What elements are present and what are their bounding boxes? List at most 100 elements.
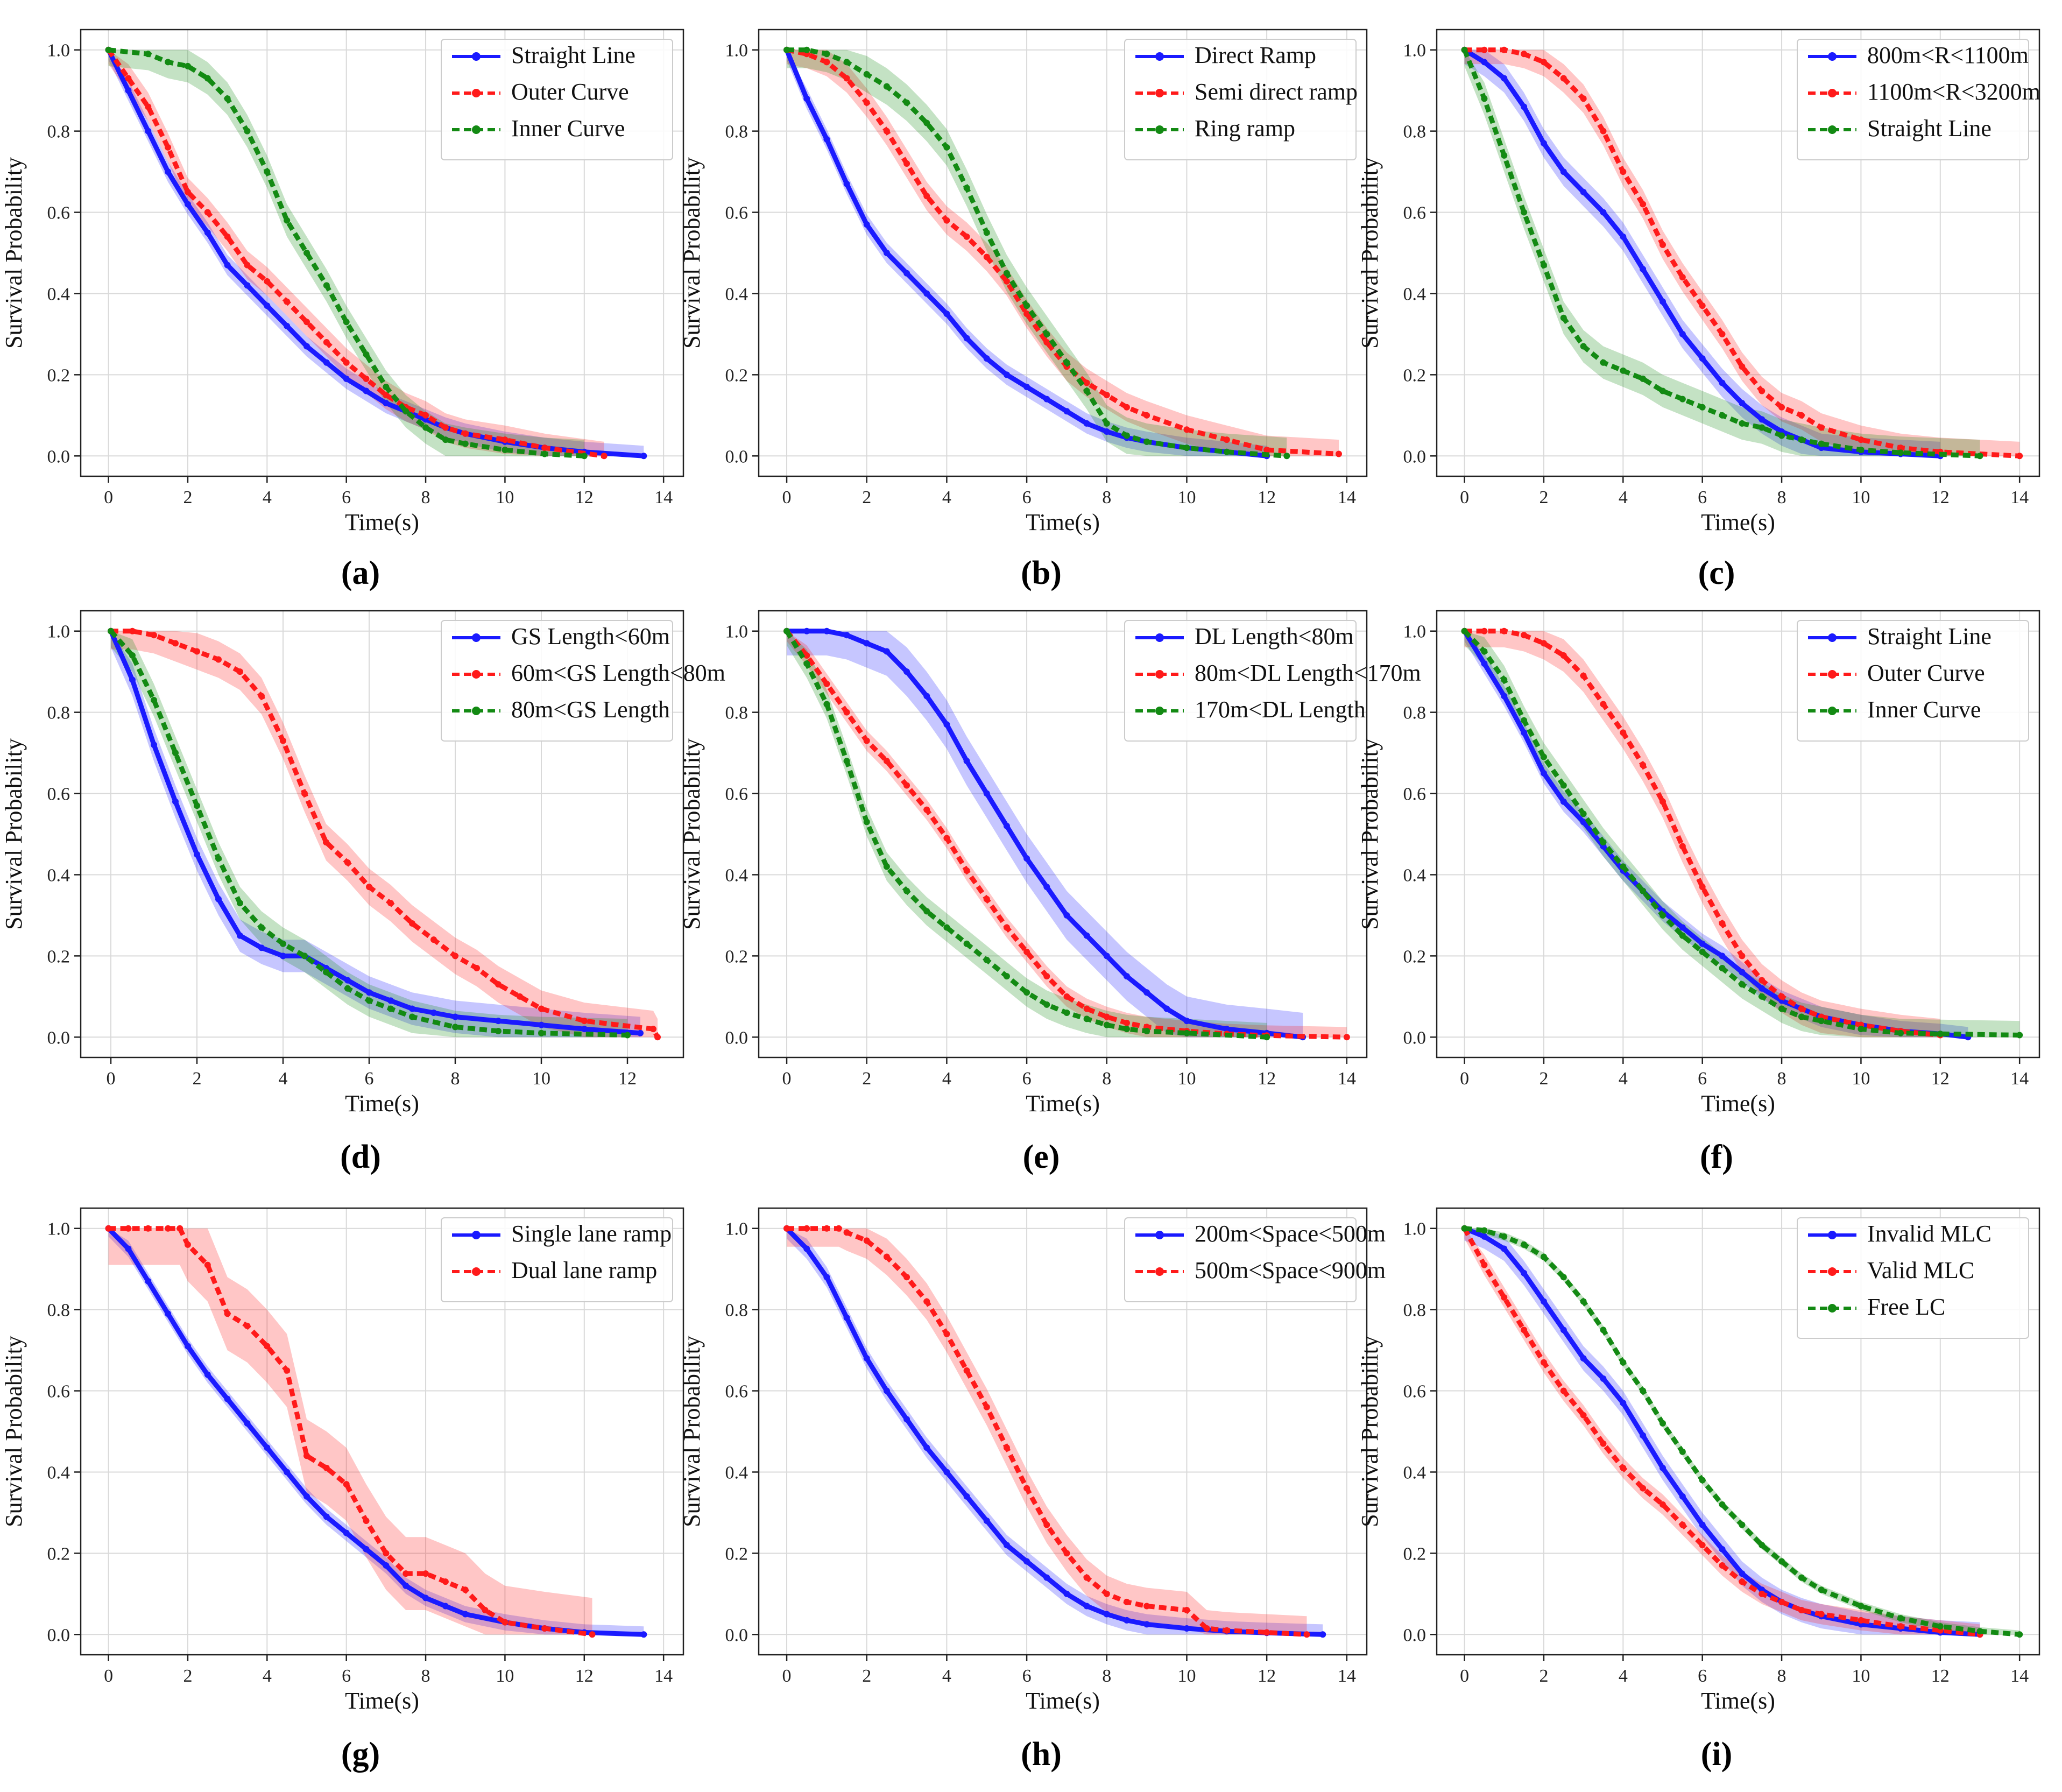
y-tick-label: 0.8 [725, 1301, 748, 1321]
y-tick-label: 0.4 [1403, 284, 1427, 304]
data-point [1719, 379, 1726, 386]
data-point [363, 351, 370, 358]
data-point [541, 1625, 548, 1632]
data-point [1004, 1542, 1010, 1548]
data-point [363, 388, 370, 394]
data-point [1620, 863, 1626, 870]
x-tick-label: 0 [782, 1069, 792, 1089]
data-point [1063, 993, 1070, 1000]
x-tick-label: 10 [1852, 488, 1870, 507]
data-point [165, 144, 171, 151]
data-point [1699, 1542, 1706, 1548]
y-tick-label: 0.8 [1403, 1301, 1427, 1321]
y-tick-label: 1.0 [1403, 41, 1427, 61]
data-point [1798, 436, 1805, 443]
data-point [1897, 1623, 1904, 1629]
x-tick-label: 2 [1539, 1666, 1548, 1686]
data-point [1739, 1578, 1745, 1585]
data-point [1104, 428, 1110, 435]
data-point [1501, 628, 1507, 634]
data-point [1580, 1299, 1587, 1305]
data-point [402, 1570, 409, 1577]
data-point [204, 75, 211, 82]
data-point [637, 1030, 644, 1036]
y-tick-label: 1.0 [1403, 622, 1427, 642]
x-tick-label: 4 [942, 1666, 951, 1686]
data-point [495, 981, 502, 987]
data-point [803, 95, 810, 102]
data-point [237, 933, 243, 939]
data-point [280, 737, 286, 744]
data-point [185, 1241, 191, 1248]
data-point [1124, 1020, 1130, 1026]
data-point [538, 1022, 545, 1028]
data-point [823, 681, 830, 687]
legend-marker [472, 707, 481, 715]
data-point [1023, 311, 1030, 317]
data-point [943, 1331, 950, 1337]
data-point [984, 254, 990, 260]
data-point [1004, 270, 1010, 277]
data-point [1143, 989, 1150, 996]
data-point [1043, 1522, 1050, 1528]
data-point [903, 782, 910, 788]
data-point [1541, 1299, 1547, 1305]
data-point [1560, 1274, 1567, 1280]
data-point [1501, 676, 1507, 683]
data-point [1124, 1026, 1130, 1032]
data-point [1104, 1591, 1110, 1597]
data-point [502, 447, 508, 453]
data-point [1023, 384, 1030, 390]
data-point [244, 1323, 250, 1329]
data-point [1818, 424, 1825, 431]
data-point [1719, 1562, 1726, 1569]
data-point [1104, 392, 1110, 398]
data-point [1461, 1225, 1468, 1232]
y-axis-label: Survival Probability [1357, 157, 1383, 349]
y-tick-label: 0.6 [47, 785, 70, 805]
data-point [1084, 388, 1090, 394]
data-point [204, 1262, 211, 1268]
data-point [1560, 799, 1567, 805]
data-point [172, 799, 179, 805]
data-point [541, 451, 548, 457]
data-point [1541, 1254, 1547, 1260]
y-tick-label: 0.6 [725, 1382, 748, 1402]
y-tick-label: 0.4 [47, 1463, 70, 1483]
data-point [1063, 1550, 1070, 1556]
panel-caption: (i) [1701, 1736, 1733, 1773]
data-point [172, 640, 179, 646]
data-point [823, 51, 830, 57]
chart-panel-1: 0 2 4 6 8 10 12 14 0.0 0.2 0.4 0.6 0.8 1.0 Time(s) Surv… [1, 30, 683, 591]
data-point [224, 262, 231, 269]
data-point [1183, 445, 1190, 451]
legend-marker [1828, 707, 1837, 715]
y-tick-label: 0.6 [1403, 203, 1427, 223]
y-tick-label: 0.0 [725, 447, 748, 467]
y-tick-label: 1.0 [47, 622, 70, 642]
legend-label: Straight Line [511, 42, 635, 68]
data-point [1560, 75, 1567, 82]
data-point [1600, 839, 1606, 845]
data-point [964, 1367, 970, 1374]
data-point [1283, 453, 1290, 459]
legend-marker [1828, 1267, 1837, 1276]
x-tick-label: 8 [1102, 488, 1111, 507]
legend-label: Outer Curve [511, 79, 629, 105]
legend-label: Straight Line [1867, 623, 1992, 650]
data-point [387, 1005, 394, 1012]
data-point [1183, 426, 1190, 433]
data-point [1521, 1270, 1527, 1276]
data-point [1778, 993, 1785, 1000]
data-point [1541, 640, 1547, 646]
y-tick-label: 0.0 [725, 1625, 748, 1645]
data-point [323, 282, 330, 288]
data-point [366, 989, 372, 996]
x-tick-label: 2 [862, 1666, 871, 1686]
data-point [884, 1388, 890, 1394]
y-tick-label: 1.0 [47, 41, 70, 61]
data-point [1719, 331, 1726, 337]
y-tick-label: 1.0 [1403, 1219, 1427, 1239]
data-point [1124, 404, 1130, 411]
x-tick-label: 2 [1539, 488, 1548, 507]
